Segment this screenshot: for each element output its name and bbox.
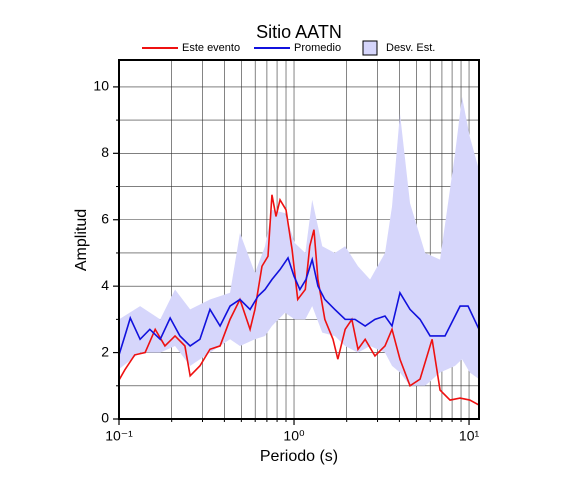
- series-line: [119, 256, 479, 356]
- legend-label: Promedio: [294, 42, 341, 54]
- axes: 10⁻¹ 10⁰ 10¹ 0 2 4 6 8 10: [93, 59, 480, 444]
- plot-data: [119, 96, 479, 406]
- y-tick-label: 4: [101, 277, 109, 293]
- y-tick-label: 10: [93, 78, 109, 94]
- y-tick-label: 6: [101, 210, 109, 226]
- y-tick-label: 0: [101, 410, 109, 426]
- legend-label: Este evento: [182, 42, 240, 54]
- x-tick-label: 10⁰: [283, 428, 305, 444]
- y-tick-label: 2: [101, 343, 109, 359]
- x-tick-label: 10⁻¹: [105, 428, 133, 444]
- legend-label: Desv. Est.: [386, 42, 435, 54]
- x-axis-label: Periodo (s): [260, 448, 338, 465]
- chart-title: Sitio AATN: [256, 22, 342, 42]
- y-tick-label: 8: [101, 144, 109, 160]
- std-band: [119, 96, 479, 386]
- plot-frame: [118, 59, 480, 420]
- y-axis-label: Amplitud: [73, 209, 90, 271]
- series-line: [119, 194, 479, 406]
- x-tick-label: 10¹: [459, 428, 480, 444]
- legend-swatch: [362, 40, 378, 56]
